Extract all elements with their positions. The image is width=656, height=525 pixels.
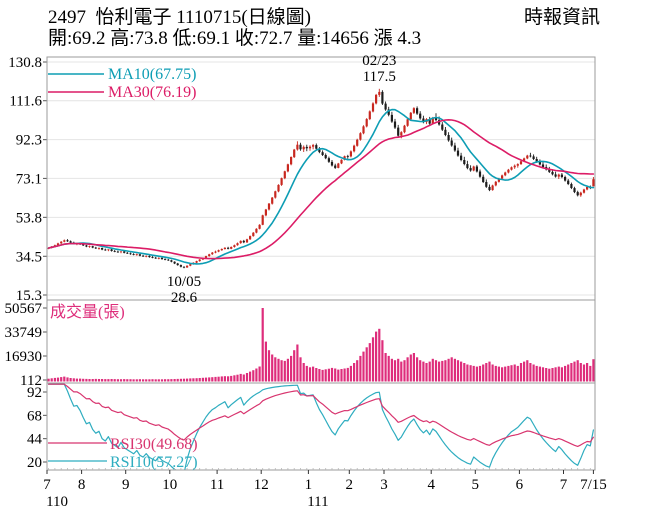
stock-title: 2497 怡利電子 1110715(日線圖) — [48, 7, 311, 28]
svg-text:9: 9 — [122, 477, 130, 493]
rsi-axis-labels: 92 68 44 20 — [27, 385, 47, 471]
header-row: 2497 怡利電子 1110715(日線圖) 時報資訊 — [48, 7, 600, 29]
svg-text:MA30(76.19): MA30(76.19) — [108, 84, 196, 101]
svg-text:110: 110 — [46, 494, 68, 510]
svg-text:15.3: 15.3 — [16, 288, 42, 304]
svg-text:3: 3 — [380, 477, 388, 493]
svg-text:44: 44 — [27, 432, 43, 448]
svg-text:12: 12 — [254, 477, 269, 493]
x-axis: 7 8 9 10 11 12 1 2 3 4 5 6 7 7/15 110 111 — [43, 468, 607, 510]
ohlc-summary: 開:69.2 高:73.8 低:69.1 收:72.7 量:14656 漲 4.… — [48, 28, 422, 49]
svg-text:130.8: 130.8 — [8, 55, 42, 71]
svg-text:7/15: 7/15 — [580, 477, 607, 493]
svg-text:7: 7 — [560, 477, 568, 493]
svg-text:MA10(67.75): MA10(67.75) — [108, 66, 196, 83]
svg-text:16930: 16930 — [5, 349, 43, 365]
legend-rsi30: RSI30(49.68) — [48, 436, 198, 453]
svg-text:111.6: 111.6 — [9, 94, 42, 110]
price-axis-labels: 130.8 111.6 92.3 73.1 53.8 34.5 15.3 — [8, 55, 47, 304]
rsi30-line — [47, 383, 595, 447]
source-label: 時報資訊 — [523, 7, 600, 28]
legend-ma30: MA30(76.19) — [48, 84, 196, 101]
svg-text:7: 7 — [43, 477, 51, 493]
svg-text:2: 2 — [346, 477, 354, 493]
svg-text:20: 20 — [27, 455, 42, 471]
rsi10-line — [47, 383, 595, 470]
svg-text:28.6: 28.6 — [171, 290, 198, 306]
candlesticks — [47, 88, 595, 269]
ma30-line — [47, 119, 595, 260]
svg-text:02/23: 02/23 — [362, 53, 396, 69]
legend-rsi10: RSI10(57.27) — [48, 454, 198, 471]
volume-pane-title: 成交量(張) — [50, 303, 125, 321]
svg-text:6: 6 — [516, 477, 524, 493]
legend-ma10: MA10(67.75) — [48, 66, 196, 83]
annotation-peak: 02/23 117.5 — [362, 53, 396, 85]
svg-text:10: 10 — [162, 477, 177, 493]
svg-text:34.5: 34.5 — [16, 249, 42, 265]
svg-text:50567: 50567 — [5, 301, 43, 317]
price-gridlines — [47, 61, 595, 296]
svg-text:111: 111 — [307, 494, 328, 510]
svg-text:成交量(張): 成交量(張) — [50, 303, 125, 321]
svg-text:112: 112 — [20, 373, 42, 389]
svg-text:68: 68 — [27, 408, 42, 424]
volume-axis-labels: 50567 33749 16930 112 — [5, 301, 47, 389]
svg-text:33749: 33749 — [5, 325, 43, 341]
svg-text:5: 5 — [472, 477, 480, 493]
svg-text:92: 92 — [27, 385, 42, 401]
svg-text:RSI10(57.27): RSI10(57.27) — [110, 454, 198, 471]
svg-text:1: 1 — [305, 477, 313, 493]
volume-bars — [47, 308, 595, 382]
svg-text:4: 4 — [427, 477, 435, 493]
svg-text:53.8: 53.8 — [16, 210, 42, 226]
svg-text:73.1: 73.1 — [16, 171, 42, 187]
svg-text:8: 8 — [78, 477, 86, 493]
svg-text:RSI30(49.68): RSI30(49.68) — [110, 436, 198, 453]
svg-text:117.5: 117.5 — [363, 69, 396, 85]
svg-text:92.3: 92.3 — [16, 133, 42, 149]
annotation-low: 10/05 28.6 — [167, 274, 201, 306]
pane-borders — [46, 56, 596, 471]
ma10-line — [47, 108, 595, 265]
svg-text:11: 11 — [210, 477, 224, 493]
svg-text:10/05: 10/05 — [167, 274, 201, 290]
